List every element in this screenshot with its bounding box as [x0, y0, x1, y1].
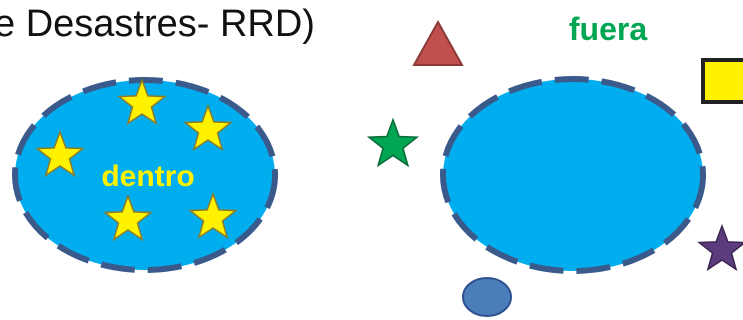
green-star-icon	[366, 117, 420, 168]
square-icon	[701, 58, 743, 104]
outside-ellipse	[440, 76, 706, 274]
inside-star-5	[188, 191, 238, 240]
title-text: e Desastres- RRD)	[0, 3, 315, 45]
outside-group: fuera	[440, 11, 706, 274]
inside-group: dentro	[12, 77, 278, 273]
inside-star-3	[35, 129, 85, 178]
inside-star-4	[103, 193, 153, 242]
small-circle-icon	[462, 277, 512, 317]
outside-label: fuera	[569, 11, 647, 47]
inside-star-2	[183, 103, 233, 152]
purple-star-icon	[697, 223, 743, 272]
inside-label: dentro	[101, 160, 194, 193]
triangle-icon	[412, 19, 464, 66]
inside-star-1	[117, 77, 167, 126]
